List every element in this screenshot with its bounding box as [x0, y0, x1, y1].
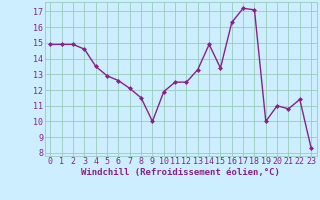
X-axis label: Windchill (Refroidissement éolien,°C): Windchill (Refroidissement éolien,°C) [81, 168, 280, 177]
